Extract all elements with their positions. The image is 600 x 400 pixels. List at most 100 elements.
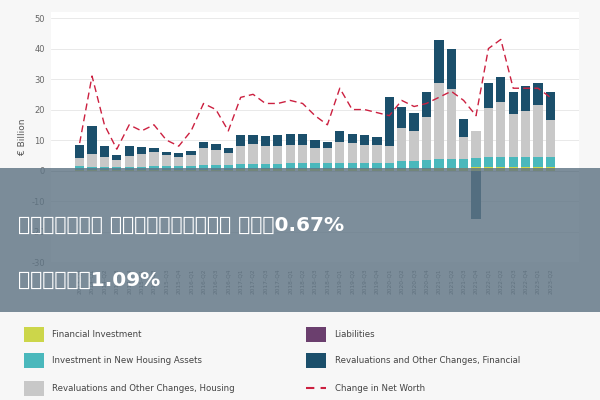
Bar [533, 83, 542, 105]
Bar [484, 156, 493, 167]
Bar [112, 160, 121, 168]
Bar [162, 152, 171, 155]
Bar [273, 146, 283, 164]
Bar [484, 167, 493, 170]
Bar [261, 169, 270, 170]
Bar [372, 137, 382, 145]
Bar [306, 327, 326, 342]
Bar [211, 165, 221, 170]
Bar [125, 146, 134, 156]
Text: Revaluations and Other Changes, Financial: Revaluations and Other Changes, Financia… [335, 356, 520, 365]
Bar [533, 167, 542, 170]
Bar [446, 159, 456, 168]
Bar [100, 157, 109, 168]
Bar [236, 164, 245, 169]
Bar [310, 148, 320, 163]
Bar [360, 136, 369, 145]
Bar [261, 164, 270, 169]
Bar [298, 134, 307, 145]
Bar [211, 150, 221, 165]
Bar [509, 167, 518, 170]
Bar [422, 92, 431, 117]
Bar [199, 142, 208, 148]
Bar [23, 327, 44, 342]
Bar [335, 142, 344, 163]
Bar [434, 159, 443, 168]
Bar [521, 86, 530, 111]
Bar [23, 381, 44, 396]
Bar [472, 131, 481, 158]
Bar [509, 156, 518, 167]
Bar [112, 155, 121, 160]
Bar [335, 169, 344, 170]
Text: Change in Net Worth: Change in Net Worth [335, 384, 425, 393]
Bar [533, 105, 542, 156]
Bar [459, 159, 468, 168]
Bar [335, 131, 344, 142]
Bar [459, 119, 468, 137]
Bar [347, 134, 357, 143]
Text: Financial Investment: Financial Investment [52, 330, 142, 339]
Bar [273, 164, 283, 169]
Bar [484, 83, 493, 108]
Bar [360, 145, 369, 163]
Bar [248, 144, 258, 164]
Bar [385, 146, 394, 163]
Bar [149, 166, 158, 170]
Bar [472, 168, 481, 170]
Bar [323, 163, 332, 169]
Bar [546, 167, 555, 170]
Bar [310, 140, 320, 148]
Bar [298, 163, 307, 169]
Bar [434, 83, 443, 159]
Bar [347, 169, 357, 170]
Bar [187, 166, 196, 170]
Bar [187, 151, 196, 155]
Bar [372, 169, 382, 170]
Bar [248, 169, 258, 170]
Bar [137, 154, 146, 166]
Bar [446, 89, 456, 159]
Bar [149, 152, 158, 166]
Text: 、恒生科指涨1.09%: 、恒生科指涨1.09% [18, 271, 160, 290]
Bar [372, 145, 382, 163]
Bar [496, 167, 505, 170]
Bar [75, 158, 84, 166]
Bar [236, 146, 245, 164]
Bar [236, 135, 245, 146]
Text: 配资炒股给股票 港股三大指数涨幅收窄 恒指涨0.67%: 配资炒股给股票 港股三大指数涨幅收窄 恒指涨0.67% [18, 216, 344, 235]
Bar [187, 155, 196, 166]
Bar [409, 161, 419, 169]
Bar [496, 77, 505, 102]
Bar [149, 148, 158, 152]
Bar [521, 156, 530, 167]
Bar [298, 169, 307, 170]
Bar [484, 108, 493, 156]
Bar [100, 168, 109, 170]
Bar [323, 169, 332, 170]
Bar [100, 146, 109, 157]
Bar [286, 163, 295, 169]
Bar [323, 142, 332, 148]
Bar [162, 166, 171, 170]
Bar [298, 145, 307, 163]
Bar [360, 169, 369, 170]
Bar [75, 166, 84, 170]
Bar [88, 154, 97, 168]
Bar [409, 131, 419, 161]
Bar [310, 169, 320, 170]
Bar [174, 153, 184, 157]
Bar [286, 134, 295, 145]
Bar [472, 170, 481, 219]
Bar [546, 92, 555, 120]
Bar [434, 168, 443, 170]
Bar [409, 169, 419, 170]
Bar [286, 169, 295, 170]
Text: Revaluations and Other Changes, Housing: Revaluations and Other Changes, Housing [52, 384, 235, 393]
Bar [372, 163, 382, 169]
Text: Liabilities: Liabilities [335, 330, 375, 339]
Bar [261, 146, 270, 164]
Bar [397, 106, 406, 128]
Bar [211, 144, 221, 150]
Bar [199, 165, 208, 170]
